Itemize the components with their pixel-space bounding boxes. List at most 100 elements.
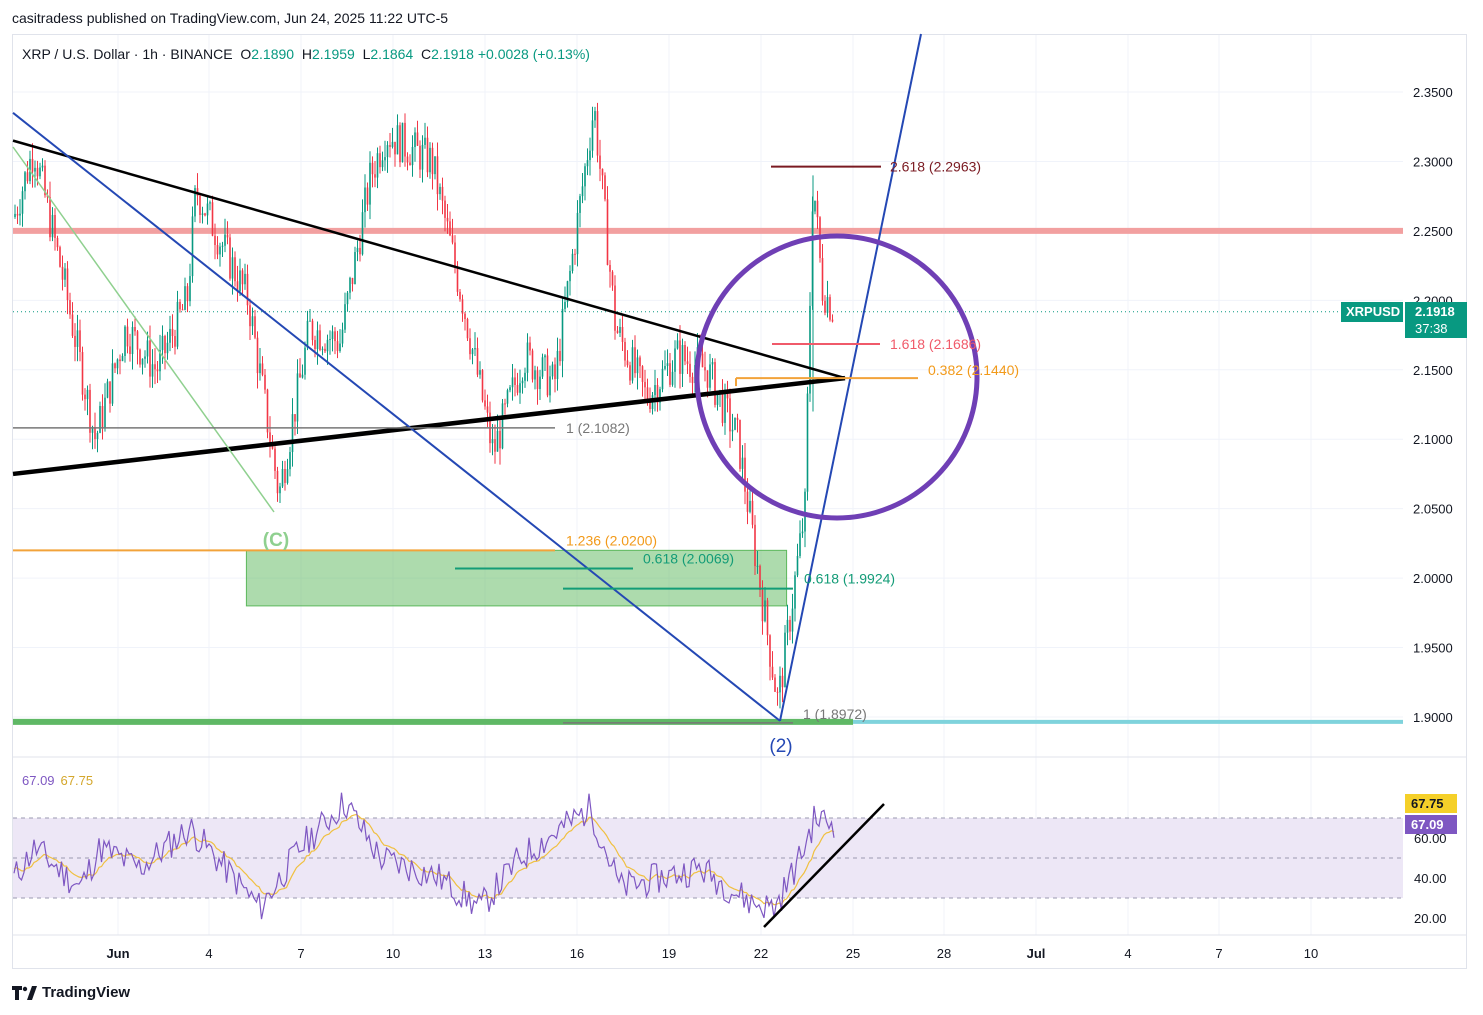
candle-body bbox=[749, 500, 751, 512]
rsi-ma-value: 67.75 bbox=[60, 773, 94, 788]
candle-body bbox=[496, 430, 499, 452]
candle-body bbox=[169, 328, 171, 343]
candle-body bbox=[369, 162, 371, 205]
candle-body bbox=[104, 397, 106, 428]
time-tick-label: 10 bbox=[1304, 946, 1318, 961]
candle-body bbox=[539, 376, 541, 390]
fib-label: 0.382 (2.1440) bbox=[928, 362, 1019, 378]
candle-body bbox=[599, 155, 601, 169]
bar-countdown: 37:38 bbox=[1415, 321, 1448, 336]
highlight-circle bbox=[694, 233, 980, 521]
candle-body bbox=[606, 199, 609, 265]
candle-body bbox=[284, 469, 286, 483]
candle-body bbox=[54, 214, 56, 238]
candle-body bbox=[551, 364, 554, 377]
time-tick-label: 7 bbox=[297, 946, 304, 961]
candle-body bbox=[586, 160, 589, 167]
candle-body bbox=[329, 339, 331, 341]
candle-body bbox=[159, 350, 161, 372]
candle-body bbox=[34, 167, 36, 172]
footer-brand: TradingView bbox=[42, 984, 131, 1001]
candle-body bbox=[394, 141, 396, 155]
candle-body bbox=[109, 381, 111, 404]
candle-body bbox=[721, 390, 724, 423]
candle-body bbox=[116, 359, 119, 369]
candle-body bbox=[471, 349, 474, 355]
candle-body bbox=[204, 213, 206, 216]
candle-body bbox=[244, 273, 246, 285]
candle-body bbox=[51, 214, 54, 238]
candle-body bbox=[741, 457, 744, 469]
candle-body bbox=[761, 590, 764, 622]
candle-body bbox=[191, 216, 194, 277]
candle-body bbox=[289, 452, 291, 470]
candle-body bbox=[239, 270, 241, 292]
rsi-pane bbox=[13, 792, 1403, 928]
candle-body bbox=[249, 305, 251, 327]
candle-body bbox=[36, 167, 39, 177]
candle-body bbox=[226, 234, 229, 238]
rsi-tick-label: 60.00 bbox=[1414, 831, 1447, 846]
candle-body bbox=[19, 213, 21, 216]
candle-body bbox=[804, 491, 806, 532]
candle-body bbox=[274, 448, 276, 471]
candle-body bbox=[431, 147, 434, 175]
time-tick-label: Jul bbox=[1027, 946, 1046, 961]
time-tick-label: 4 bbox=[205, 946, 212, 961]
candle-body bbox=[609, 264, 611, 272]
candle-body bbox=[764, 600, 766, 622]
candle-body bbox=[271, 443, 274, 449]
candle-body bbox=[596, 111, 599, 156]
candle-body bbox=[331, 331, 334, 340]
chart-frame[interactable] bbox=[12, 34, 1467, 969]
candle-body bbox=[729, 398, 731, 432]
candle-body bbox=[726, 389, 729, 399]
candle-body bbox=[684, 344, 686, 362]
ticker-badge: XRPUSD bbox=[1341, 302, 1403, 322]
candle-body bbox=[664, 365, 666, 369]
candle-body bbox=[119, 359, 121, 362]
candle-body bbox=[814, 200, 816, 212]
candle-body bbox=[634, 347, 636, 374]
candle-body bbox=[179, 301, 181, 310]
drawings bbox=[12, 33, 980, 724]
candle-body bbox=[781, 675, 784, 688]
symbol-header: XRP / U.S. Dollar · 1h · BINANCE O2.1890… bbox=[22, 46, 590, 62]
candle-body bbox=[559, 350, 561, 362]
price-tick-label: 1.9000 bbox=[1413, 710, 1453, 725]
candle-body bbox=[561, 308, 564, 362]
candle-body bbox=[706, 370, 709, 388]
price-tick-label: 1.9500 bbox=[1413, 641, 1453, 656]
time-tick-label: 10 bbox=[386, 946, 400, 961]
candle-body bbox=[774, 677, 776, 692]
low-value: 2.1864 bbox=[370, 46, 414, 62]
candle-body bbox=[509, 387, 511, 391]
candle-body bbox=[44, 165, 46, 196]
candle-body bbox=[406, 156, 409, 163]
candle-body bbox=[519, 383, 521, 393]
candle-body bbox=[49, 197, 51, 238]
candle-body bbox=[564, 301, 566, 309]
time-tick-label: 25 bbox=[846, 946, 860, 961]
candle-body bbox=[556, 350, 559, 380]
candle-body bbox=[64, 268, 66, 280]
chart-labels: 2.618 (2.2963) 1.618 (2.1686) 0.382 (2.144… bbox=[263, 159, 1019, 757]
candle-body bbox=[156, 369, 159, 372]
candle-body bbox=[746, 491, 749, 512]
rsi-ma-badge: 67.75 bbox=[1405, 794, 1457, 813]
candle-body bbox=[411, 147, 414, 166]
candle-body bbox=[614, 285, 616, 331]
low-label: L bbox=[362, 46, 371, 62]
candle-body bbox=[616, 330, 619, 333]
candle-body bbox=[349, 277, 351, 293]
candle-body bbox=[351, 277, 354, 285]
candle-body bbox=[799, 533, 801, 556]
candle-body bbox=[224, 234, 226, 246]
candle-body bbox=[366, 187, 369, 205]
candle-body bbox=[531, 350, 534, 380]
candle-body bbox=[171, 328, 174, 337]
candle-body bbox=[161, 335, 164, 351]
candle-body bbox=[389, 145, 391, 147]
candle-body bbox=[106, 381, 109, 398]
